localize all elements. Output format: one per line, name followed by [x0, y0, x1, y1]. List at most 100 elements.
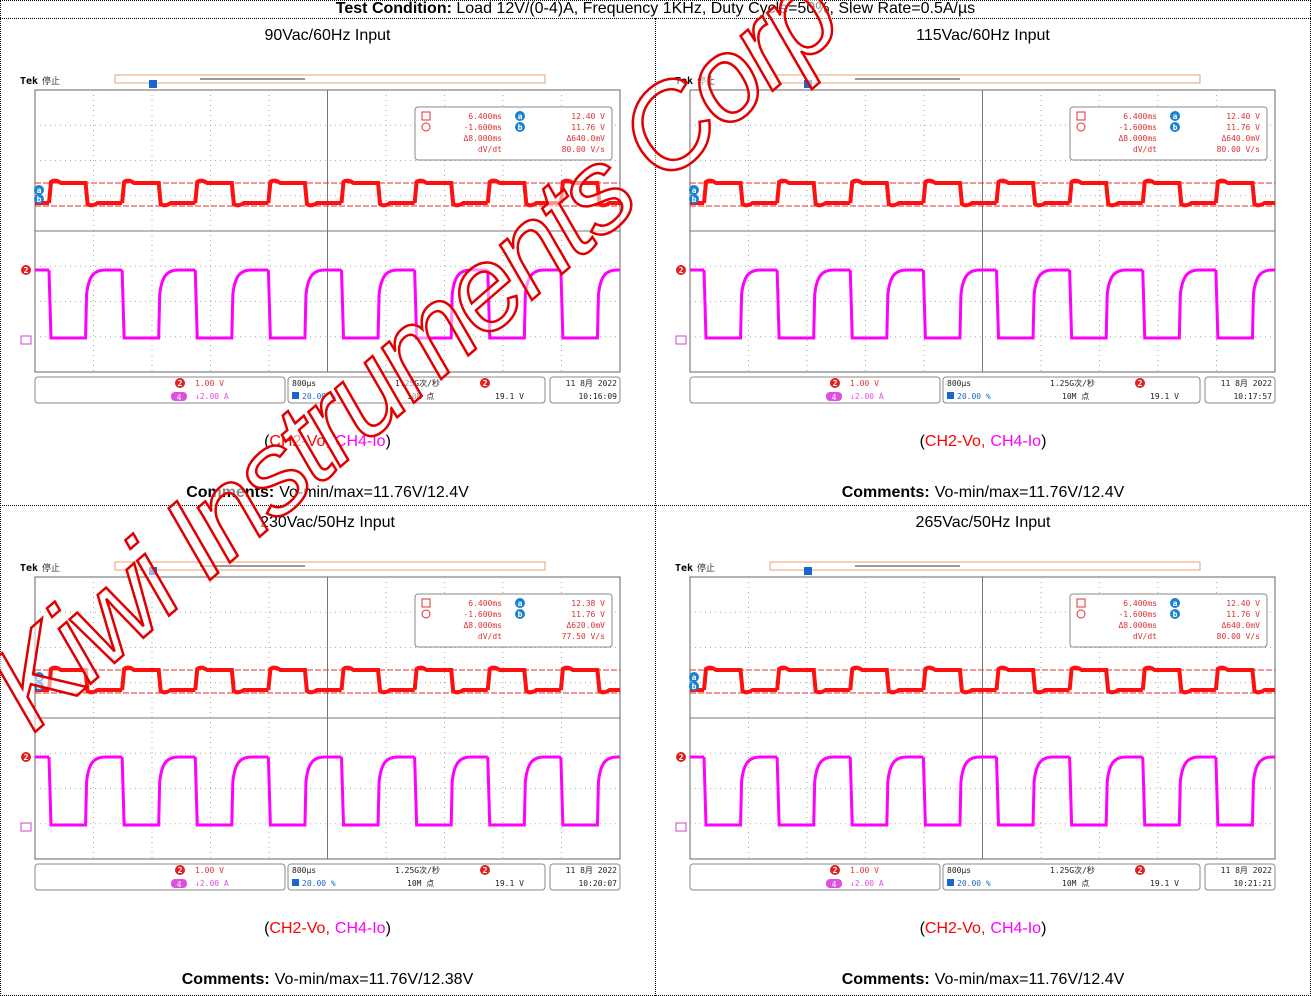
- caption-ch4: CH4-Io: [990, 920, 1041, 937]
- record-bar: [770, 75, 1200, 83]
- timebase: 800µs: [292, 866, 316, 875]
- cursor-t1: 6.400ms: [468, 112, 502, 121]
- position: 20.00 %: [302, 392, 336, 401]
- comments: Comments:Vo-min/max=11.76V/12.4V: [655, 484, 1311, 502]
- scope-brand: Tek: [20, 563, 38, 574]
- ch2-scale: 1.00 V: [850, 379, 879, 388]
- slope: 80.00 V/s: [562, 145, 606, 154]
- marker-a: a: [37, 673, 42, 682]
- status-1: [690, 864, 940, 890]
- panel-title: 90Vac/60Hz Input: [0, 27, 655, 45]
- cursor-v2: 11.76 V: [571, 610, 605, 619]
- readout-b: b: [518, 610, 523, 619]
- status-ch2: 2: [178, 866, 183, 875]
- panel: 230Vac/50Hz Input(CH2-Vo,CH4-Io)Comments…: [0, 505, 655, 993]
- marker-ch4: [676, 823, 686, 831]
- ch2-scale: 1.00 V: [195, 379, 224, 388]
- status-ch4: 4: [832, 880, 837, 889]
- marker-ch4: [676, 336, 686, 344]
- marker-ch2: 2: [679, 753, 684, 762]
- position: 20.00 %: [957, 392, 991, 401]
- position: 20.00 %: [302, 879, 336, 888]
- scope-brand: Tek: [20, 76, 38, 87]
- cursor-v1: 12.40 V: [1226, 599, 1260, 608]
- caption-close: ): [1041, 433, 1046, 450]
- marker-a: a: [692, 673, 697, 682]
- timebase: 800µs: [292, 379, 316, 388]
- ch4-scale: ↓2.00 A: [850, 879, 884, 888]
- panel: 265Vac/50Hz Input(CH2-Vo,CH4-Io)Comments…: [655, 505, 1311, 993]
- ch4-scale: ↓2.00 A: [850, 392, 884, 401]
- trigger-level: 19.1 V: [495, 879, 524, 888]
- cursor-t1: 6.400ms: [1123, 599, 1157, 608]
- caption-close: ): [386, 433, 391, 450]
- position: 20.00 %: [957, 879, 991, 888]
- slope-label: dV/dt: [478, 145, 502, 154]
- cursor-t2: -1.600ms: [1118, 123, 1157, 132]
- trig-source: 2: [483, 379, 488, 388]
- record-length: 10M 点: [1062, 879, 1089, 888]
- date: 11 8月 2022: [1221, 866, 1273, 875]
- marker-ch4: [21, 336, 31, 344]
- header-text: Load 12V/(0-4)A, Frequency 1KHz, Duty Cy…: [456, 0, 975, 17]
- cursor-dt: Δ8.000ms: [463, 621, 502, 630]
- pos-icon: [292, 392, 299, 399]
- sample-rate: 1.25G次/秒: [1050, 378, 1095, 388]
- readout-a: a: [518, 112, 523, 121]
- comments-label: Comments:: [842, 484, 930, 501]
- panel-title: 230Vac/50Hz Input: [0, 514, 655, 532]
- trigger-level: 19.1 V: [1150, 879, 1179, 888]
- sample-rate: 1.25G次/秒: [395, 865, 440, 875]
- caption-ch2: CH2-Vo,: [269, 920, 329, 937]
- status-ch4: 4: [177, 393, 182, 402]
- cursor-t1: 6.400ms: [468, 599, 502, 608]
- slope: 80.00 V/s: [1217, 632, 1261, 641]
- caption: (CH2-Vo,CH4-Io): [655, 920, 1311, 938]
- readout-b: b: [1173, 123, 1178, 132]
- status-1: [690, 377, 940, 403]
- cursor-dt: Δ8.000ms: [463, 134, 502, 143]
- slope-label: dV/dt: [1133, 632, 1157, 641]
- status-1: [35, 377, 285, 403]
- comments-label: Comments:: [186, 484, 274, 501]
- caption-ch2: CH2-Vo,: [925, 920, 985, 937]
- comments-text: Vo-min/max=11.76V/12.4V: [279, 484, 469, 501]
- cursor-dv: Δ620.0mV: [566, 621, 605, 630]
- status-ch4: 4: [177, 880, 182, 889]
- timebase: 800µs: [947, 866, 971, 875]
- marker-b: b: [692, 195, 697, 204]
- comments: Comments:Vo-min/max=11.76V/12.4V: [655, 971, 1311, 989]
- marker-ch4: [21, 823, 31, 831]
- trigger-level: 19.1 V: [1150, 392, 1179, 401]
- record-bar: [770, 562, 1200, 570]
- comments-label: Comments:: [182, 971, 270, 988]
- pos-icon: [947, 879, 954, 886]
- panel-title: 115Vac/60Hz Input: [655, 27, 1311, 45]
- time: 10:21:21: [1233, 879, 1272, 888]
- scope-state: 停止: [697, 562, 715, 574]
- cursor-dt: Δ8.000ms: [1118, 134, 1157, 143]
- header-label: Test Condition:: [336, 0, 452, 17]
- cursor-t2: -1.600ms: [463, 123, 502, 132]
- comments: Comments: Vo-min/max=11.76V/12.4V: [0, 484, 655, 502]
- record-bar: [115, 562, 545, 570]
- trigger-level: 19.1 V: [495, 392, 524, 401]
- ch4-scale: ↓2.00 A: [195, 392, 229, 401]
- cursor-v1: 12.40 V: [1226, 112, 1260, 121]
- trigger-pos: [149, 80, 157, 88]
- marker-b: b: [37, 195, 42, 204]
- panel: 115Vac/60Hz Input(CH2-Vo,CH4-Io)Comments…: [655, 18, 1311, 506]
- cursor-dv: Δ640.0mV: [1221, 134, 1260, 143]
- marker-a: a: [37, 186, 42, 195]
- comments-text: Vo-min/max=11.76V/12.38V: [275, 971, 474, 988]
- time: 10:17:57: [1233, 392, 1272, 401]
- date: 11 8月 2022: [566, 866, 618, 875]
- trig-source: 2: [1138, 379, 1143, 388]
- cursor-v2: 11.76 V: [1226, 123, 1260, 132]
- record-bar: [115, 75, 545, 83]
- sample-rate: 1.25G次/秒: [1050, 865, 1095, 875]
- comments: Comments: Vo-min/max=11.76V/12.38V: [0, 971, 655, 989]
- cursor-v1: 12.40 V: [571, 112, 605, 121]
- marker-b: b: [692, 682, 697, 691]
